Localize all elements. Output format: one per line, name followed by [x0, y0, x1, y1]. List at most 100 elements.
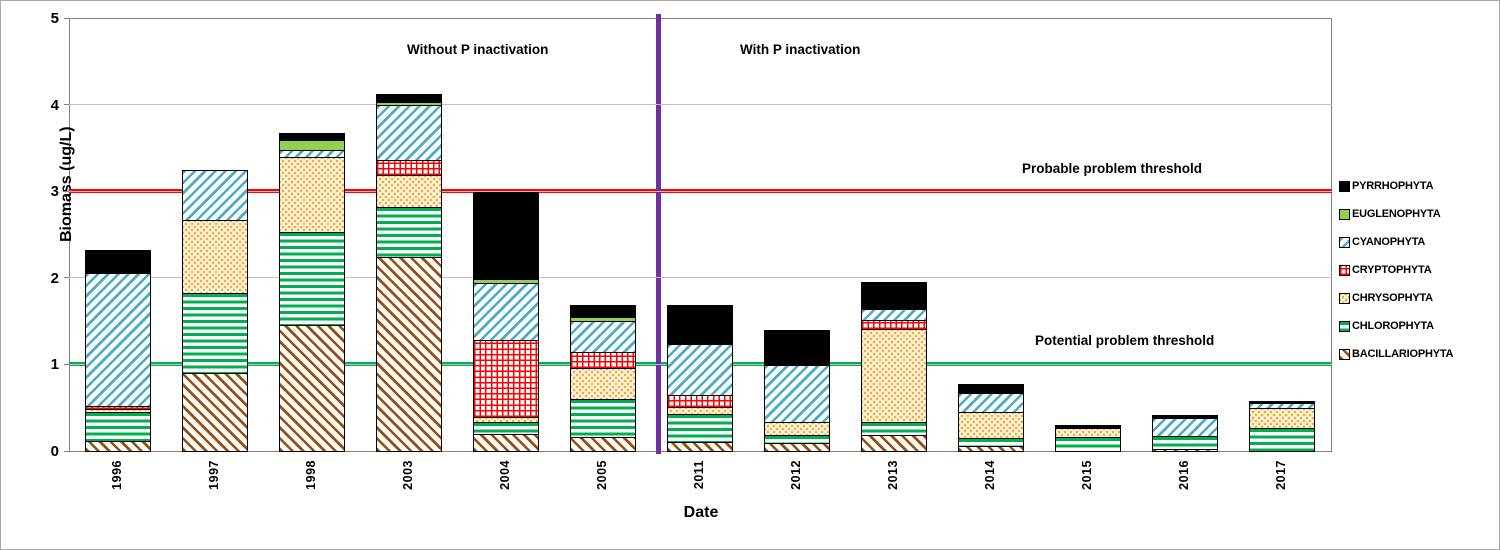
bar-segment-cryptophyta-1996 — [85, 405, 150, 409]
x-tick-label-2016: 2016 — [1177, 460, 1192, 490]
bar-segment-chrysophyta-1997 — [182, 219, 247, 294]
bar-segment-bacillariophyta-2003 — [376, 256, 441, 451]
bar-segment-cyanophyta-2017 — [1250, 403, 1315, 408]
bar-segment-bacillariophyta-2012 — [765, 443, 830, 451]
bar-segment-bacillariophyta-1998 — [279, 325, 344, 451]
legend-label-cyanophyta: CYANOPHYTA — [1352, 236, 1426, 248]
gridline-y2 — [69, 277, 1332, 279]
bar-segment-cryptophyta-2011 — [668, 394, 732, 407]
legend-swatch-cyanophyta — [1339, 236, 1350, 248]
legend-swatch-euglenophyta — [1339, 208, 1350, 220]
annotation-without-p-inactivation: Without P inactivation — [407, 42, 549, 57]
bar-segment-cyanophyta-1998 — [279, 149, 344, 157]
annotation-probable-threshold: Probable problem threshold — [1022, 161, 1203, 176]
bar-segment-pyrrhophyta-2012 — [765, 329, 830, 366]
legend-item-cyanophyta: CYANOPHYTA — [1339, 236, 1453, 248]
bar-segment-chlorophyta-2012 — [765, 434, 830, 444]
bar-segment-cyanophyta-2016 — [1153, 418, 1218, 437]
bar-segment-chrysophyta-2012 — [765, 421, 830, 435]
bar-segment-chlorophyta-2005 — [570, 399, 635, 438]
bar-2003 — [375, 94, 442, 452]
y-axis-title: Biomass (ug/L) — [57, 126, 75, 242]
bar-segment-chrysophyta-2017 — [1250, 407, 1315, 429]
bar-segment-chlorophyta-1996 — [85, 411, 150, 441]
bar-segment-cyanophyta-2005 — [570, 321, 635, 353]
bar-segment-cyanophyta-2015 — [1056, 426, 1121, 429]
bar-segment-euglenophyta-2004 — [473, 278, 538, 283]
bar-2017 — [1249, 400, 1316, 452]
legend-item-pyrrhophyta: PYRRHOPHYTA — [1339, 180, 1453, 192]
bar-segment-cryptophyta-2005 — [570, 352, 635, 368]
y-tick-mark-2 — [64, 277, 69, 279]
x-tick-label-2004: 2004 — [497, 460, 512, 490]
x-axis-title: Date — [683, 504, 719, 521]
bar-2004 — [472, 192, 539, 452]
bar-segment-cyanophyta-2014 — [959, 392, 1024, 413]
annotation-with-p-inactivation: With P inactivation — [740, 42, 861, 57]
bar-segment-pyrrhophyta-2016 — [1153, 415, 1218, 419]
bar-segment-bacillariophyta-1997 — [182, 373, 247, 451]
bar-segment-chrysophyta-1996 — [85, 408, 150, 412]
bar-segment-cryptophyta-2003 — [376, 160, 441, 175]
legend-item-chlorophyta: CHLOROPHYTA — [1339, 320, 1453, 332]
bar-segment-pyrrhophyta-2005 — [570, 304, 635, 317]
bar-segment-chrysophyta-2005 — [570, 367, 635, 399]
bar-segment-pyrrhophyta-2011 — [668, 304, 732, 343]
y-tick-label-2: 2 — [50, 269, 59, 287]
legend-label-pyrrhophyta: PYRRHOPHYTA — [1352, 180, 1434, 192]
y-tick-label-1: 1 — [50, 356, 59, 374]
bar-segment-pyrrhophyta-1998 — [279, 133, 344, 141]
bar-segment-chrysophyta-2003 — [376, 174, 441, 207]
y-tick-label-4: 4 — [50, 96, 59, 114]
bar-segment-cryptophyta-2004 — [473, 340, 538, 418]
x-tick-label-1996: 1996 — [109, 460, 124, 490]
bar-segment-pyrrhophyta-2014 — [959, 384, 1024, 393]
bar-segment-pyrrhophyta-2017 — [1250, 400, 1315, 404]
legend-swatch-chrysophyta — [1339, 292, 1350, 304]
bar-2016 — [1152, 415, 1219, 452]
legend-swatch-bacillariophyta — [1339, 348, 1350, 360]
legend-swatch-pyrrhophyta — [1339, 180, 1350, 192]
legend-swatch-chlorophyta — [1339, 320, 1350, 332]
bar-segment-euglenophyta-2005 — [570, 316, 635, 322]
p-inactivation-divider-line — [656, 14, 661, 454]
bar-segment-chrysophyta-2015 — [1056, 428, 1121, 438]
bar-2012 — [764, 329, 831, 452]
bar-segment-cyanophyta-1996 — [85, 273, 150, 406]
bar-segment-bacillariophyta-2013 — [862, 434, 927, 451]
annotation-potential-threshold: Potential problem threshold — [1035, 333, 1215, 348]
bar-segment-cyanophyta-2004 — [473, 282, 538, 341]
bar-segment-cyanophyta-2011 — [668, 344, 732, 395]
bar-2013 — [861, 282, 928, 452]
x-tick-label-1998: 1998 — [303, 460, 318, 490]
bar-segment-cyanophyta-1997 — [182, 169, 247, 220]
legend-item-cryptophyta: CRYPTOPHYTA — [1339, 264, 1453, 276]
bar-segment-bacillariophyta-1996 — [85, 440, 150, 451]
x-tick-label-2011: 2011 — [692, 460, 706, 490]
legend-swatch-cryptophyta — [1339, 264, 1350, 276]
gridline-y3 — [69, 190, 1332, 192]
y-tick-label-5: 5 — [50, 10, 59, 27]
y-tick-mark-4 — [64, 104, 69, 106]
bar-segment-cyanophyta-2012 — [765, 365, 830, 422]
bar-segment-euglenophyta-2003 — [376, 101, 441, 105]
bar-segment-chlorophyta-1997 — [182, 293, 247, 374]
x-tick-label-2003: 2003 — [400, 460, 415, 490]
bar-segment-chlorophyta-1998 — [279, 231, 344, 326]
legend-item-chrysophyta: CHRYSOPHYTA — [1339, 292, 1453, 304]
x-tick-label-2014: 2014 — [983, 460, 998, 490]
legend-label-cryptophyta: CRYPTOPHYTA — [1352, 264, 1432, 276]
bar-1998 — [278, 133, 345, 452]
legend-label-chrysophyta: CHRYSOPHYTA — [1352, 292, 1433, 304]
x-tick-label-2017: 2017 — [1274, 460, 1289, 490]
bar-segment-chlorophyta-2013 — [862, 422, 927, 435]
bar-segment-chlorophyta-2016 — [1153, 436, 1218, 450]
bar-segment-cryptophyta-2013 — [862, 320, 927, 329]
bar-segment-chrysophyta-2014 — [959, 412, 1024, 438]
bar-segment-pyrrhophyta-2004 — [473, 192, 538, 279]
bar-segment-bacillariophyta-2011 — [668, 442, 732, 451]
bar-segment-chlorophyta-2015 — [1056, 437, 1121, 451]
y-tick-mark-3 — [64, 190, 69, 192]
y-tick-mark-0 — [64, 450, 69, 452]
bar-segment-bacillariophyta-2016 — [1153, 449, 1218, 451]
